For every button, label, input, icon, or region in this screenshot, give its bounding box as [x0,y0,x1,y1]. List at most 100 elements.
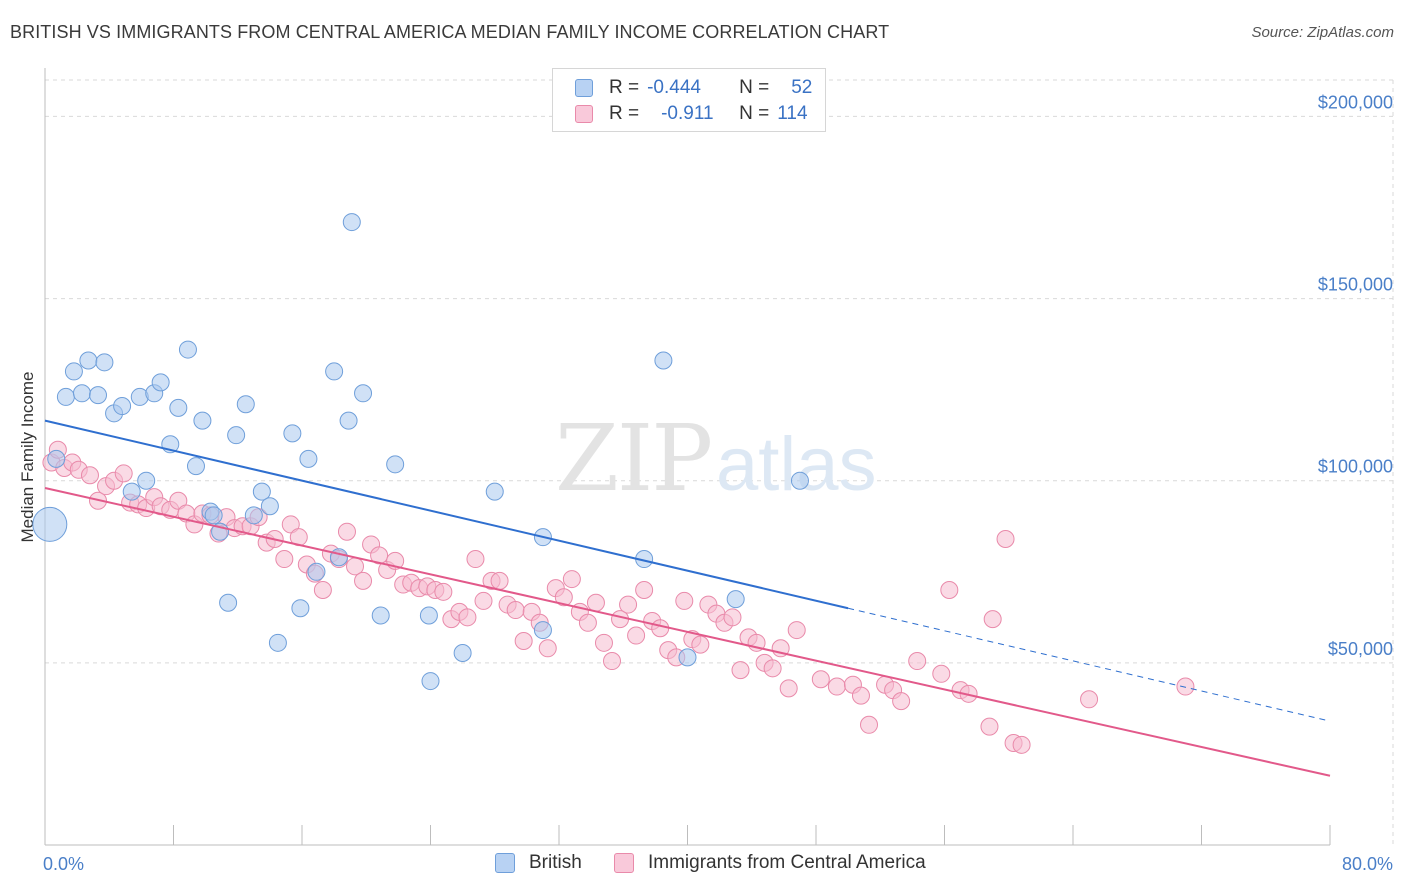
central-america-point [908,652,927,671]
central-america-point [586,593,605,612]
british-point [329,548,348,567]
central-america-point [275,550,294,569]
british-point [72,384,91,403]
british-point [236,395,255,414]
central-america-trend-line [44,487,1331,777]
central-america-point [675,591,694,610]
british-point [204,506,223,525]
central-america-point [787,621,806,640]
british-point [95,353,114,372]
correlation-legend: R = -0.444 N = 52 R = -0.911 N = 114 [552,68,826,132]
y-tick-label: $150,000 [1318,275,1393,295]
british-point [252,482,271,501]
british-point [790,471,809,490]
central-america-point [996,530,1015,548]
central-america-point [811,670,830,689]
british-point [151,373,170,392]
british-points [32,213,809,691]
british-trend-line [44,419,849,610]
british-point [339,411,358,430]
british-point [227,426,246,445]
british-point [268,633,287,652]
british-legend-label: British [529,852,582,873]
central-america-point [763,659,782,678]
british-point [371,606,390,625]
british-point [186,457,205,476]
central-america-point [851,686,870,705]
central-america-point [578,613,597,632]
legend-row-central: R = -0.911 N = 114 [575,102,808,126]
central-america-point [1080,690,1099,709]
central-r-label: R = [609,103,640,124]
central-america-point [860,715,879,734]
central-america-point [370,546,389,565]
chart-source: Source: ZipAtlas.com [1251,24,1394,41]
british-point [354,384,373,403]
central-america-point [80,466,99,485]
central-america-point [1012,735,1031,754]
central-america-point [594,633,613,652]
british-point [137,471,156,490]
central-legend-icon [614,853,634,873]
central-america-point [603,652,622,671]
central-america-point [434,582,453,601]
central-america-point [635,581,654,599]
british-point [386,455,405,474]
central-america-point [313,581,332,599]
central-america-point [169,491,188,510]
series-legend: British Immigrants from Central America [0,852,1406,878]
central-america-point [619,595,638,614]
central-america-point [562,570,581,589]
y-tick-label: $200,000 [1318,92,1393,112]
british-point [726,590,745,609]
british-point [113,397,132,416]
watermark-atlas: atlas [716,422,877,507]
central-america-point [1176,677,1195,696]
central-america-point [490,571,509,590]
central-america-point [281,515,300,534]
british-point [453,644,472,663]
x-tick-label-start: 0.0% [43,854,84,874]
central-america-point [554,588,573,607]
central-n-value: 114 [777,103,808,124]
central-america-point [354,571,373,590]
central-america-point [723,608,742,627]
british-n-label: N = [739,77,770,98]
british-point [219,593,238,612]
british-point [47,449,66,468]
central-america-point [514,632,533,650]
central-america-point [892,692,911,711]
central-america-point [506,601,525,620]
british-legend-icon [495,853,515,873]
british-point [291,599,310,618]
central-america-point [932,664,951,683]
british-point [244,506,263,525]
central-america-point [940,581,959,599]
british-r-label: R = [609,77,640,98]
central-r-value: -0.911 [661,103,714,124]
british-point [193,411,212,430]
british-point [178,340,197,359]
central-america-point [114,464,133,483]
central-america-point [651,619,670,638]
british-point [89,386,108,405]
central-america-point [731,661,750,680]
central-america-point [466,550,485,569]
legend-item-british: British [495,852,582,874]
british-point [283,424,302,443]
british-point [32,506,68,542]
central-america-point [983,610,1002,629]
british-point [64,362,83,381]
central-n-label: N = [739,103,770,124]
central-swatch-icon [575,105,593,123]
central-america-point [458,608,477,627]
british-point [307,562,326,581]
british-trend-line-dashed [848,607,1331,722]
british-point [419,606,438,625]
central-america-point [337,522,356,541]
british-point [169,398,188,417]
british-r-value: -0.444 [647,77,701,98]
british-point [533,621,552,640]
y-axis-label: Median Family Income [18,371,37,542]
